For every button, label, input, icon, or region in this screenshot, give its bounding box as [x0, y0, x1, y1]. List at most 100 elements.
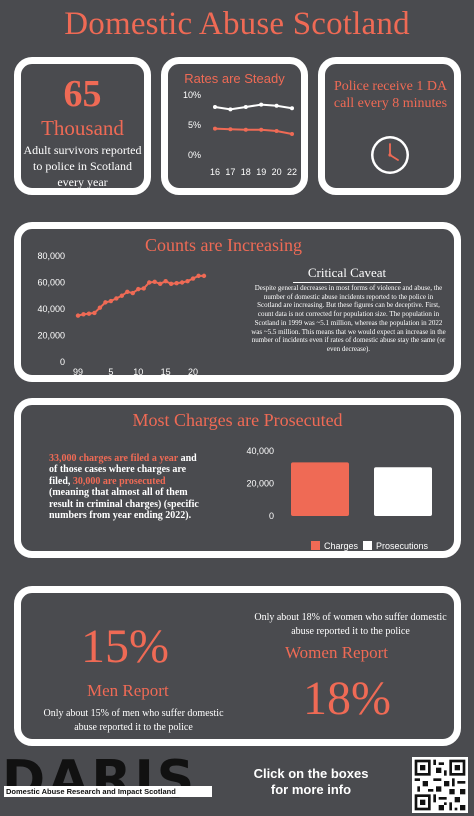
- counts-point: [136, 286, 141, 292]
- rates-point-women: [274, 103, 279, 108]
- rates-x-tick: 17: [225, 167, 235, 177]
- counts-title: Counts are Increasing: [145, 235, 302, 255]
- counts-point: [190, 276, 196, 281]
- counts-point: [179, 280, 185, 285]
- counts-point: [92, 310, 97, 316]
- bar-prosecutions: [374, 467, 432, 516]
- women-report-label: Women Report: [285, 643, 388, 662]
- rates-title: Rates are Steady: [184, 71, 285, 86]
- rates-x-tick: 22: [287, 167, 297, 177]
- counts-point: [157, 281, 163, 287]
- survivors-number: 65: [63, 73, 102, 115]
- rates-point-women: [228, 107, 233, 112]
- rates-point-men: [259, 127, 264, 132]
- rates-y-tick: 5%: [188, 120, 201, 130]
- prosecuted-chart: 40,000 20,000 0 Charges Prosecutions: [246, 446, 432, 551]
- counts-point: [174, 280, 179, 286]
- survivors-unit: Thousand: [41, 116, 124, 140]
- counts-box[interactable]: 80,000 60,000 40,000 20,000 0 99 5 10 15 20 Count…: [14, 222, 461, 382]
- rates-series-line-women: [214, 103, 293, 111]
- counts-point: [185, 278, 190, 284]
- page-title: Domestic Abuse Scotland: [64, 6, 410, 42]
- men-percent: 15%: [81, 620, 169, 673]
- counts-point: [125, 289, 130, 294]
- prosecuted-highlight: 30,000 are prosecuted: [72, 475, 166, 487]
- legend-prosecutions-swatch: [363, 541, 372, 550]
- survivors-box[interactable]: 65 Thousand Adult survivors reported to …: [14, 57, 151, 195]
- rates-point-women: [213, 105, 217, 109]
- rates-x-tick: 18: [241, 167, 251, 177]
- counts-x-tick: 10: [133, 367, 143, 375]
- logo-subtitle: Domestic Abuse Research and Impact Scotl…: [4, 786, 212, 797]
- counts-point: [75, 313, 81, 318]
- survivors-text: Adult survivors reported to police in Sc…: [23, 143, 142, 189]
- counts-point: [81, 312, 86, 317]
- police-text: Police receive 1 DA call every 8 minutes: [333, 79, 448, 111]
- counts-point: [103, 300, 108, 305]
- rates-x-tick: 19: [256, 167, 266, 177]
- women-report-text: Only about 18% of women who suffer domes…: [254, 612, 447, 637]
- logo-word: DARIS: [2, 750, 198, 810]
- legend-women-label: Women: [259, 186, 288, 189]
- rates-series-line-men: [214, 127, 293, 135]
- legend-prosecutions-label: Prosecutions: [376, 541, 429, 551]
- rates-chart: 10% 5% 0% 16 17 18 19 20 22 Men Women: [183, 90, 297, 189]
- men-report-label: Men Report: [87, 681, 169, 700]
- police-box[interactable]: Police receive 1 DA call every 8 minutes: [318, 57, 461, 195]
- rates-point-men: [213, 126, 217, 131]
- counts-point: [196, 273, 201, 279]
- rates-point-women: [259, 102, 264, 107]
- bar-y-tick: 20,000: [246, 479, 274, 489]
- counts-x-tick: 15: [161, 367, 171, 375]
- counts-point: [97, 305, 103, 310]
- prosecuted-title: Most Charges are Prosecuted: [132, 410, 343, 430]
- legend-men-label: Men: [221, 186, 238, 189]
- prosecuted-box[interactable]: Most Charges are Prosecuted 33,000 charg…: [14, 398, 461, 558]
- legend-charges-label: Charges: [324, 541, 359, 551]
- counts-y-tick: 60,000: [37, 278, 65, 288]
- rates-point-men: [274, 129, 279, 133]
- counts-point: [163, 278, 168, 284]
- women-percent: 18%: [303, 672, 391, 725]
- prosecuted-text: 33,000 charges are filed a year and of t…: [49, 453, 199, 521]
- rates-y-tick: 10%: [183, 90, 201, 100]
- counts-point: [114, 296, 119, 301]
- bar-y-tick: 40,000: [246, 446, 274, 456]
- rates-point-men: [228, 127, 233, 132]
- charges-highlight: 33,000 charges are filed a year: [49, 453, 179, 464]
- counts-point: [168, 281, 174, 287]
- rates-y-tick: 0%: [188, 150, 201, 160]
- counts-point: [119, 293, 125, 298]
- counts-y-tick: 20,000: [37, 331, 65, 341]
- prosecuted-text-mid: and of those cases where charges are fil…: [49, 453, 197, 487]
- counts-point: [147, 280, 152, 285]
- rates-x-tick: 20: [272, 167, 282, 177]
- rates-box[interactable]: Rates are Steady 10% 5% 0% 16 17 18 19 20 22 Men W…: [161, 57, 308, 195]
- counts-point: [108, 298, 114, 304]
- counts-x-tick: 5: [108, 367, 113, 375]
- rates-x-tick: 16: [210, 167, 220, 177]
- qr-code-icon[interactable]: [412, 757, 468, 813]
- counts-point: [201, 273, 207, 279]
- counts-y-tick: 80,000: [37, 251, 65, 261]
- caveat-title: Critical Caveat: [293, 265, 401, 283]
- report-box[interactable]: 15% Men Report Only about 15% of men who…: [14, 586, 461, 746]
- counts-point: [141, 286, 146, 291]
- prosecuted-text-end: (meaning that almost all of them result …: [49, 487, 199, 522]
- counts-x-tick: 20: [188, 367, 198, 375]
- bar-y-tick: 0: [269, 511, 274, 521]
- men-report-text: Only about 15% of men who suffer domesti…: [43, 708, 224, 733]
- legend-charges-swatch: [311, 541, 320, 550]
- clock-icon: [371, 136, 409, 174]
- rates-point-women: [243, 105, 248, 109]
- caveat-text: Despite general decreases in most forms …: [251, 284, 446, 353]
- counts-x-tick: 99: [73, 367, 83, 375]
- daris-logo[interactable]: DARIS Domestic Abuse Research and Impact…: [2, 752, 212, 814]
- counts-y-tick: 40,000: [37, 304, 65, 314]
- counts-y-tick: 0: [60, 357, 65, 367]
- counts-point: [152, 279, 157, 285]
- counts-chart: 80,000 60,000 40,000 20,000 0 99 5 10 15 20: [37, 251, 207, 375]
- bar-charges: [291, 462, 349, 516]
- counts-series-line: [77, 274, 204, 317]
- counts-point: [86, 311, 92, 316]
